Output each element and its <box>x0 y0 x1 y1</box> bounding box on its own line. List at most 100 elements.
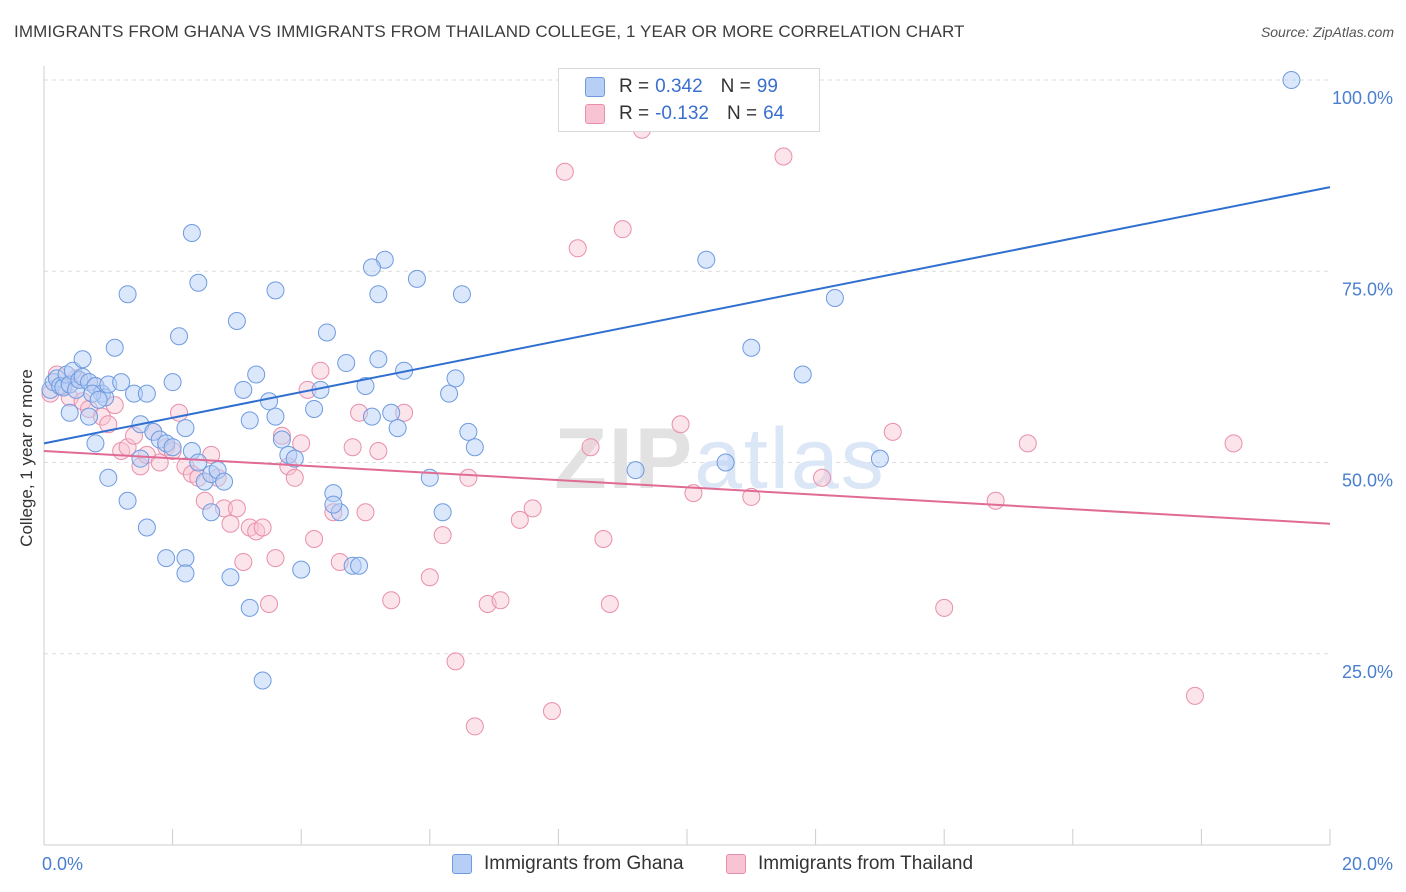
thailand-point-41 <box>305 530 324 548</box>
legend-row-thailand: R = -0.132 N = 64 <box>585 101 784 127</box>
ghana-point-95 <box>716 453 735 472</box>
thailand-point-39 <box>292 434 311 453</box>
thailand-point-49 <box>382 591 401 610</box>
ghana-r-value: 0.342 <box>655 76 703 97</box>
thailand-point-68 <box>742 487 761 506</box>
ghana-point-83 <box>407 269 426 288</box>
ghana-point-50 <box>202 503 221 522</box>
thailand-point-78 <box>671 415 690 434</box>
thailand-point-69 <box>774 147 793 166</box>
thailand-point-64 <box>600 595 619 614</box>
bottom-thailand-label: Immigrants from Thailand <box>758 853 974 874</box>
thailand-point-35 <box>266 549 285 568</box>
tick-labels: 25.0% 50.0% 75.0% 100.0% 0.0% 20.0% <box>42 88 1393 874</box>
ghana-point-96 <box>742 338 761 357</box>
ghana-point-48 <box>189 273 208 292</box>
ghana-point-98 <box>825 289 844 308</box>
ghana-swatch <box>585 77 605 97</box>
ghana-point-85 <box>433 503 452 522</box>
source-label: Source: ZipAtlas.com <box>1260 24 1394 40</box>
thailand-point-71 <box>883 422 902 441</box>
thailand-point-59 <box>542 702 561 721</box>
ghana-point-41 <box>118 491 137 510</box>
ghana-point-62 <box>253 671 272 690</box>
thailand-point-34 <box>260 595 279 614</box>
trend-lines <box>43 186 1331 525</box>
ghana-point-39 <box>215 472 234 491</box>
ghana-point-45 <box>163 438 182 457</box>
thailand-r-label: R = <box>619 103 650 124</box>
thailand-point-58 <box>523 499 542 518</box>
y-axis-label: College, 1 year or more <box>17 369 36 547</box>
ghana-point-54 <box>240 598 259 617</box>
ghana-point-32 <box>170 327 189 346</box>
ghana-point-67 <box>317 323 336 342</box>
ghana-point-21 <box>86 434 105 453</box>
ghana-point-97 <box>793 365 812 384</box>
thailand-n-label: N = <box>726 103 758 124</box>
ghana-point-19 <box>89 390 108 409</box>
ghana-point-16 <box>60 403 79 422</box>
ghana-point-78 <box>388 419 407 438</box>
ghana-point-60 <box>285 449 304 468</box>
thailand-point-75 <box>1185 686 1204 705</box>
thailand-point-47 <box>356 503 375 522</box>
ghana-point-27 <box>137 384 156 403</box>
ghana-point-52 <box>227 311 246 330</box>
bottom-thailand-swatch <box>726 854 746 874</box>
ghana-point-31 <box>163 373 182 392</box>
thailand-point-52 <box>433 526 452 545</box>
ghana-point-74 <box>362 407 381 426</box>
ghana-point-46 <box>176 549 195 568</box>
y-tick-label-75: 75.0% <box>1342 279 1393 299</box>
ghana-point-64 <box>292 560 311 579</box>
ghana-point-61 <box>266 407 285 426</box>
ghana-point-53 <box>234 380 253 399</box>
ghana-point-94 <box>697 250 716 269</box>
thailand-point-73 <box>986 491 1005 510</box>
ghana-point-49 <box>176 564 195 583</box>
thailand-point-51 <box>420 568 439 587</box>
thailand-point-33 <box>253 518 272 537</box>
thailand-point-72 <box>935 598 954 617</box>
thailand-point-65 <box>613 220 632 239</box>
thailand-point-28 <box>221 514 240 533</box>
thailand-point-20 <box>170 403 189 422</box>
x-tick-label-1: 20.0% <box>1342 854 1393 874</box>
ghana-point-88 <box>452 285 471 304</box>
correlation-legend: R = 0.342 N = 99 R = -0.132 N = 64 <box>558 68 820 132</box>
bottom-ghana-swatch <box>452 854 472 874</box>
thailand-n-value: 64 <box>763 103 785 124</box>
thailand-point-9 <box>99 415 118 434</box>
thailand-point-61 <box>568 239 587 258</box>
ghana-point-99 <box>870 449 889 468</box>
ghana-point-73 <box>356 377 375 395</box>
ghana-point-89 <box>459 422 478 441</box>
ghana-n-value: 99 <box>756 76 778 97</box>
ghana-point-86 <box>440 384 459 403</box>
ghana-point-43 <box>137 518 156 537</box>
thailand-point-76 <box>1224 434 1243 453</box>
ghana-point-40 <box>99 468 118 487</box>
ghana-point-17 <box>73 350 92 369</box>
ghana-trend-line <box>43 186 1331 445</box>
ghana-point-82 <box>369 285 388 304</box>
ghana-point-75 <box>369 350 388 369</box>
ghana-point-70 <box>324 495 343 514</box>
ghana-point-100 <box>1282 71 1301 89</box>
thailand-point-74 <box>1018 434 1037 453</box>
thailand-point-70 <box>813 468 832 487</box>
series-ghana-points <box>41 71 1301 690</box>
legend-row-ghana: R = 0.342 N = 99 <box>585 74 778 100</box>
ghana-point-55 <box>247 365 266 384</box>
ghana-point-81 <box>362 258 381 277</box>
ghana-point-80 <box>350 556 369 575</box>
ghana-point-65 <box>305 399 324 418</box>
thailand-point-30 <box>234 552 253 571</box>
ghana-point-92 <box>626 461 645 480</box>
y-tick-label-25: 25.0% <box>1342 662 1393 682</box>
thailand-point-60 <box>555 162 574 181</box>
ghana-point-33 <box>176 419 195 438</box>
thailand-trend-line <box>43 450 1331 525</box>
ghana-point-24 <box>118 285 137 304</box>
